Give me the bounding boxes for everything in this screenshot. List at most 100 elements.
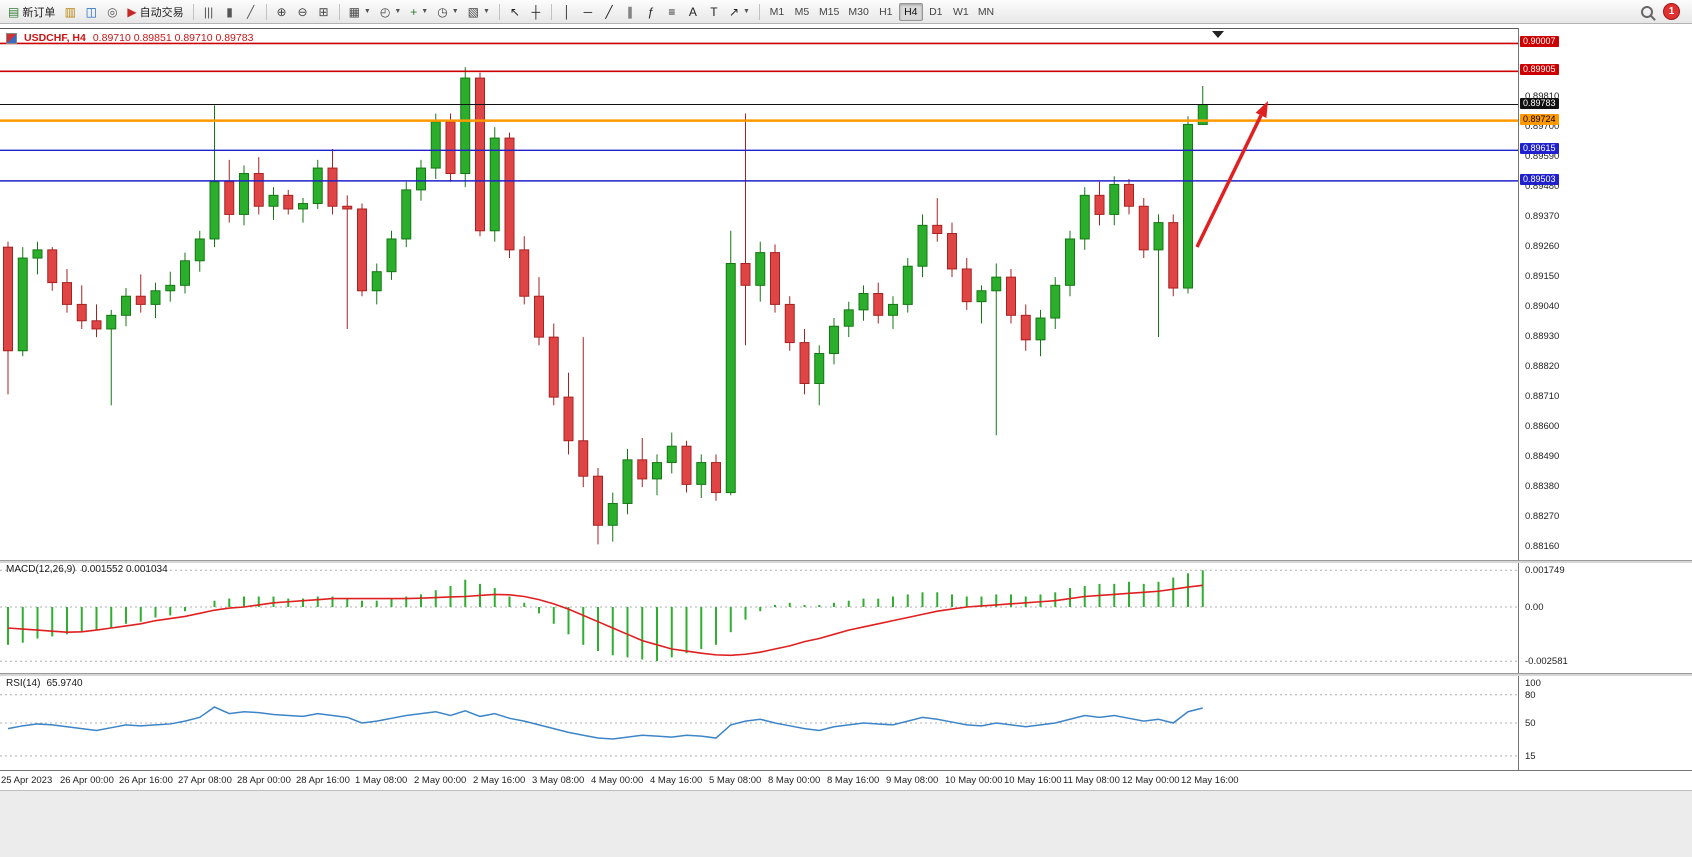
- macd-scale-label: 0.001749: [1525, 565, 1565, 577]
- timeframe-m15[interactable]: M15: [815, 3, 843, 21]
- auto-arrange-button[interactable]: ◴ ▼: [376, 2, 405, 22]
- y-axis-tick: 0.88710: [1525, 391, 1560, 403]
- line-chart-mode-button[interactable]: ╱: [241, 2, 261, 22]
- symbol-icon: [6, 32, 17, 44]
- price-axis[interactable]: 0.89810 0.89700 0.89590 0.89480 0.89370 0.892…: [1518, 28, 1692, 770]
- horizontal-line-icon: ─: [583, 4, 593, 19]
- timeframe-m30[interactable]: M30: [844, 3, 872, 21]
- y-axis-tick: 0.89370: [1525, 211, 1560, 223]
- time-axis[interactable]: 25 Apr 2023 26 Apr 00:00 26 Apr 16:00 27 Ap…: [0, 770, 1692, 791]
- y-axis-tick: 0.88160: [1525, 541, 1560, 553]
- window-background: [0, 790, 1692, 857]
- timeframe-w1[interactable]: W1: [949, 3, 973, 21]
- panel-separator-rsi[interactable]: [0, 673, 1692, 676]
- trend-arrow-annotation[interactable]: [1195, 101, 1268, 248]
- rsi-canvas[interactable]: [0, 676, 1518, 770]
- macd-values: 0.001552 0.001034: [81, 564, 168, 575]
- new-order-label: 新订单: [22, 6, 56, 19]
- search-icon[interactable]: [1641, 5, 1653, 18]
- crosshair-button[interactable]: ┼: [526, 2, 546, 22]
- indicators-icon: +: [410, 4, 418, 19]
- new-chart-button[interactable]: ▦ ▼: [345, 2, 375, 22]
- toolbar-right-group: 1: [1641, 3, 1688, 20]
- zoom-out-button[interactable]: ⊖: [293, 2, 313, 22]
- chart-title: USDCHF, H4 0.89710 0.89851 0.89710 0.897…: [6, 32, 253, 44]
- macd-scale-label: 0.00: [1525, 602, 1544, 613]
- macd-panel[interactable]: [0, 562, 1518, 672]
- timeframe-h4[interactable]: H4: [898, 2, 923, 21]
- market-watch-icon: ◫: [85, 4, 98, 19]
- navigator-button[interactable]: ◎: [102, 2, 122, 22]
- cursor-button[interactable]: ↖: [505, 2, 525, 22]
- text-label-button[interactable]: T: [704, 2, 724, 22]
- indicators-button[interactable]: + ▼: [406, 2, 432, 22]
- price-label-0.89783[interactable]: 0.89783: [1520, 97, 1559, 109]
- vertical-line-button[interactable]: │: [557, 2, 577, 22]
- rsi-line: [7, 706, 1203, 740]
- bar-chart-mode-button[interactable]: |||: [199, 2, 219, 22]
- vertical-line-icon: │: [563, 4, 571, 19]
- price-label-0.90007[interactable]: 0.90007: [1520, 36, 1559, 48]
- fibonacci-button[interactable]: ƒ: [641, 2, 661, 22]
- y-axis-tick: 0.89040: [1525, 301, 1560, 313]
- auto-trading-button[interactable]: ▶ 自动交易: [123, 2, 187, 22]
- price-label-0.89615[interactable]: 0.89615: [1520, 143, 1559, 155]
- panel-separator-macd[interactable]: [0, 560, 1692, 563]
- tile-windows-button[interactable]: ⊞: [314, 2, 334, 22]
- time-axis-label: 28 Apr 16:00: [296, 775, 350, 786]
- new-order-button[interactable]: ▤ 新订单: [4, 2, 59, 22]
- zoom-in-button[interactable]: ⊕: [272, 2, 292, 22]
- crosshair-icon: ┼: [531, 4, 541, 19]
- candlestick-mode-button[interactable]: ▮: [220, 2, 240, 22]
- rsi-scale-label: 80: [1525, 689, 1536, 701]
- chart-shift-marker[interactable]: [1212, 31, 1224, 38]
- time-axis-label: 9 May 08:00: [886, 775, 939, 786]
- time-axis-label: 25 Apr 2023: [1, 775, 53, 786]
- tile-windows-icon: ⊞: [318, 4, 329, 19]
- arrows-button[interactable]: ↗ ▼: [725, 2, 754, 22]
- templates-button[interactable]: ▧ ▼: [464, 2, 494, 22]
- trendline-icon: ╱: [605, 4, 613, 19]
- arrows-icon: ↗: [728, 4, 739, 19]
- candlestick-series: [3, 67, 1208, 545]
- price-chart[interactable]: [0, 28, 1518, 561]
- equidistant-channel-icon: ∥: [626, 4, 633, 19]
- bar-chart-mode-icon: |||: [203, 4, 214, 19]
- price-label-0.89503[interactable]: 0.89503: [1520, 173, 1559, 185]
- y-axis-tick: 0.88380: [1525, 481, 1560, 493]
- rsi-scale-label: 50: [1525, 718, 1536, 729]
- price-chart-canvas[interactable]: [0, 29, 1518, 561]
- toolbar-separator: [550, 3, 552, 20]
- periods-button[interactable]: ◷ ▼: [433, 2, 462, 22]
- y-axis-tick: 0.89590: [1525, 151, 1560, 163]
- new-order-icon: ▤: [8, 4, 20, 19]
- market-watch-button[interactable]: ◫: [81, 2, 101, 22]
- shapes-button[interactable]: ≡: [662, 2, 682, 22]
- chart-profiles-button[interactable]: ▥: [60, 2, 80, 22]
- text-button[interactable]: A: [683, 2, 703, 22]
- horizontal-line-button[interactable]: ─: [578, 2, 598, 22]
- y-axis-tick: 0.88820: [1525, 361, 1560, 373]
- time-axis-label: 1 May 08:00: [355, 775, 408, 786]
- timeframe-m1[interactable]: M1: [765, 3, 789, 21]
- price-label-0.89724[interactable]: 0.89724: [1520, 113, 1559, 125]
- timeframe-mn[interactable]: MN: [974, 3, 998, 21]
- timeframe-d1[interactable]: D1: [924, 3, 948, 21]
- notification-badge[interactable]: 1: [1663, 3, 1680, 20]
- shapes-icon: ≡: [668, 4, 676, 19]
- timeframe-h1[interactable]: H1: [874, 3, 898, 21]
- timeframe-m5[interactable]: M5: [790, 3, 814, 21]
- toolbar-separator: [192, 3, 194, 20]
- macd-canvas[interactable]: [0, 562, 1518, 672]
- equidistant-channel-button[interactable]: ∥: [620, 2, 640, 22]
- cursor-icon: ↖: [509, 4, 520, 19]
- rsi-panel[interactable]: [0, 676, 1518, 770]
- time-axis-label: 11 May 08:00: [1063, 775, 1120, 786]
- time-axis-label: 3 May 08:00: [532, 775, 585, 786]
- price-label-0.89905[interactable]: 0.89905: [1520, 64, 1559, 76]
- trendline-button[interactable]: ╱: [599, 2, 619, 22]
- timeframe-group: M1 M5 M15 M30 H1 H4 D1 W1 MN: [765, 2, 998, 21]
- time-axis-label: 8 May 00:00: [768, 775, 821, 786]
- new-chart-dropdown-icon: ▼: [363, 8, 371, 15]
- auto-trading-label: 自动交易: [139, 6, 184, 19]
